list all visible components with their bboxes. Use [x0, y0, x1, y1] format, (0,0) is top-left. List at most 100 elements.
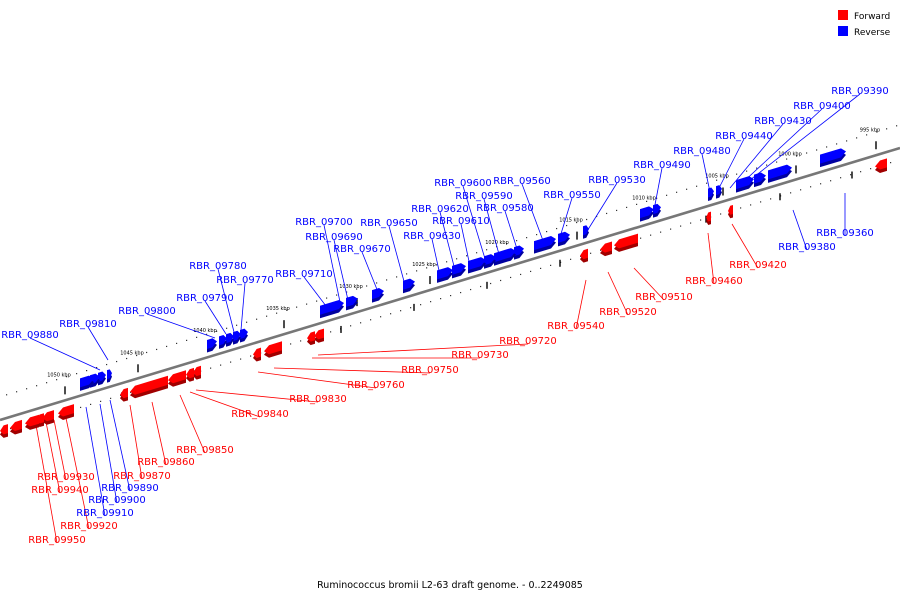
gene-arrow-forward[interactable] — [10, 419, 22, 431]
gene-label[interactable]: RBR_09940 — [31, 485, 89, 496]
gene-label[interactable]: RBR_09770 — [216, 275, 274, 286]
gene-arrow-reverse[interactable] — [768, 164, 792, 180]
gene-arrow-reverse[interactable] — [80, 375, 94, 388]
gene-label[interactable]: RBR_09730 — [451, 350, 509, 361]
gene-label[interactable]: RBR_09900 — [88, 495, 146, 506]
gene-arrow-reverse[interactable] — [452, 263, 466, 275]
gene-label[interactable]: RBR_09440 — [715, 131, 773, 142]
gene-label[interactable]: RBR_09600 — [434, 178, 492, 189]
gene-label[interactable]: RBR_09380 — [778, 242, 836, 253]
gene-label[interactable]: RBR_09590 — [455, 191, 513, 202]
gene-arrow-forward[interactable] — [307, 331, 315, 342]
gene-label[interactable]: RBR_09720 — [499, 336, 557, 347]
gene-arrow-reverse[interactable] — [558, 231, 570, 243]
gene-arrow-forward[interactable] — [168, 370, 186, 384]
gene-label[interactable]: RBR_09490 — [633, 160, 691, 171]
gene-label[interactable]: RBR_09920 — [60, 521, 118, 532]
gene-label[interactable]: RBR_09630 — [403, 231, 461, 242]
gene-label[interactable]: RBR_09610 — [432, 216, 490, 227]
gene-label[interactable]: RBR_09480 — [673, 146, 731, 157]
gene-arrow-forward[interactable] — [706, 211, 711, 222]
gene-arrow-reverse[interactable] — [736, 176, 754, 190]
gene-arrow-reverse[interactable] — [514, 245, 524, 257]
gene-label[interactable]: RBR_09810 — [59, 319, 117, 330]
gene-label[interactable]: RBR_09510 — [635, 292, 693, 303]
gene-label[interactable]: RBR_09360 — [816, 228, 874, 239]
gene-label[interactable]: RBR_09780 — [189, 261, 247, 272]
gene-label[interactable]: RBR_09790 — [176, 293, 234, 304]
gene-label[interactable]: RBR_09650 — [360, 218, 418, 229]
gene-label[interactable]: RBR_09760 — [347, 380, 405, 391]
gene-arrow-forward[interactable] — [264, 341, 282, 355]
gene-arrow-reverse[interactable] — [437, 267, 453, 280]
gene-arrow-reverse[interactable] — [708, 187, 714, 198]
gene-arrow-reverse[interactable] — [240, 328, 248, 339]
gene-label[interactable]: RBR_09580 — [476, 203, 534, 214]
gene-arrow-reverse[interactable] — [468, 257, 486, 271]
gene-arrow-reverse[interactable] — [98, 371, 106, 382]
gene-label[interactable]: RBR_09870 — [113, 471, 171, 482]
gene-arrow-forward[interactable] — [614, 233, 638, 249]
gene-arrow-reverse[interactable] — [820, 148, 846, 164]
gene-label[interactable]: RBR_09420 — [729, 260, 787, 271]
gene-arrow-forward[interactable] — [728, 204, 733, 215]
gene-arrow-reverse[interactable] — [640, 206, 654, 219]
gene-label[interactable]: RBR_09840 — [231, 409, 289, 420]
gene-arrow-forward[interactable] — [253, 347, 261, 358]
gene-arrow-forward[interactable] — [314, 328, 324, 340]
gene-arrow-forward[interactable] — [600, 241, 612, 253]
gene-arrow-reverse[interactable] — [716, 185, 722, 196]
gene-label[interactable]: RBR_09710 — [275, 269, 333, 280]
gene-arrow-forward[interactable] — [58, 404, 74, 417]
gene-arrow-forward[interactable] — [580, 248, 588, 260]
gene-arrow-forward[interactable] — [25, 414, 39, 427]
gene-arrow-reverse[interactable] — [346, 295, 358, 307]
gene-label[interactable]: RBR_09430 — [754, 116, 812, 127]
gene-label[interactable]: RBR_09540 — [547, 321, 605, 332]
label-leader-line — [462, 185, 487, 263]
gene-arrow-reverse[interactable] — [403, 278, 415, 290]
gene-label[interactable]: RBR_09880 — [1, 330, 59, 341]
gene-label[interactable]: RBR_09830 — [289, 394, 347, 405]
gene-arrow-reverse[interactable] — [494, 248, 516, 263]
gene-label[interactable]: RBR_09400 — [793, 101, 851, 112]
gene-arrow-reverse[interactable] — [107, 369, 112, 380]
gene-arrow-reverse[interactable] — [207, 338, 217, 349]
gene-label[interactable]: RBR_09950 — [28, 535, 86, 546]
gene-label[interactable]: RBR_09700 — [295, 217, 353, 228]
gene-arrow-reverse[interactable] — [583, 225, 589, 236]
gene-arrow-forward[interactable] — [875, 158, 887, 170]
gene-arrow-forward[interactable] — [130, 375, 168, 395]
gene-label[interactable]: RBR_09690 — [305, 232, 363, 243]
gene-arrow-forward[interactable] — [193, 365, 201, 377]
gene-label[interactable]: RBR_09520 — [599, 307, 657, 318]
gene-arrow-forward[interactable] — [0, 424, 8, 435]
gene-arrow-reverse[interactable] — [233, 330, 241, 342]
gene-label[interactable]: RBR_09910 — [76, 508, 134, 519]
gene-label[interactable]: RBR_09530 — [588, 175, 646, 186]
gene-arrow-reverse[interactable] — [534, 235, 556, 251]
gene-label[interactable]: RBR_09390 — [831, 86, 889, 97]
gene-label[interactable]: RBR_09800 — [118, 306, 176, 317]
gene-label[interactable]: RBR_09930 — [37, 472, 95, 483]
gene-arrow-reverse[interactable] — [653, 203, 661, 215]
gene-arrow-forward[interactable] — [120, 387, 128, 399]
gene-label[interactable]: RBR_09620 — [411, 204, 469, 215]
gene-label[interactable]: RBR_09850 — [176, 445, 234, 456]
gene-arrow-forward[interactable] — [42, 410, 54, 422]
gene-label[interactable]: RBR_09550 — [543, 190, 601, 201]
gene-arrow-reverse[interactable] — [320, 300, 344, 315]
gene-arrow-reverse[interactable] — [754, 172, 766, 184]
gene-label[interactable]: RBR_09860 — [137, 457, 195, 468]
gene-arrow-forward[interactable] — [186, 367, 194, 379]
gene-label[interactable]: RBR_09750 — [401, 365, 459, 376]
gene-arrow-reverse[interactable] — [484, 254, 496, 266]
gene-label[interactable]: RBR_09670 — [333, 244, 391, 255]
gene-label[interactable]: RBR_09460 — [685, 276, 743, 287]
gene-label[interactable]: RBR_09560 — [493, 176, 551, 187]
gene-arrow-reverse[interactable] — [226, 332, 234, 344]
gene-label[interactable]: RBR_09890 — [101, 483, 159, 494]
label-leader-line — [559, 197, 573, 238]
gene-arrow-reverse[interactable] — [372, 287, 384, 300]
gene-arrow-reverse[interactable] — [219, 334, 227, 346]
